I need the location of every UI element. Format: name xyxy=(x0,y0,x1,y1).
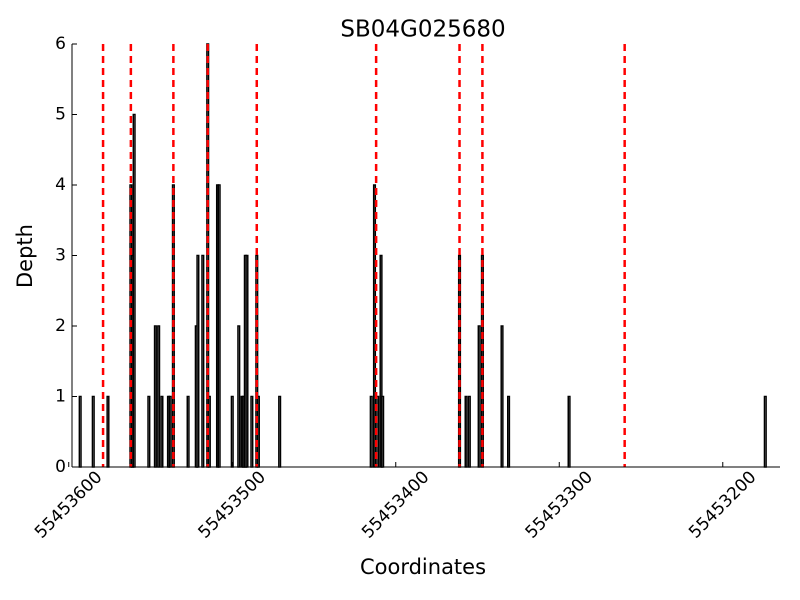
bar xyxy=(153,325,157,468)
bar xyxy=(763,395,767,468)
bar xyxy=(230,395,234,468)
y-tick-label: 2 xyxy=(55,316,66,336)
bar xyxy=(250,395,254,468)
bar xyxy=(467,395,471,468)
bar xyxy=(157,325,161,468)
bar xyxy=(147,395,151,468)
x-tick-label: 55453500 xyxy=(195,467,270,542)
bar xyxy=(507,395,511,468)
bar xyxy=(106,395,110,468)
bar xyxy=(245,254,249,468)
bar xyxy=(132,113,136,468)
bar xyxy=(186,395,190,468)
x-tick-label: 55453300 xyxy=(522,467,597,542)
bar xyxy=(217,184,221,468)
x-tick-label: 55453200 xyxy=(685,467,760,542)
bar xyxy=(381,395,385,468)
x-axis-label: Coordinates xyxy=(360,555,486,579)
bar xyxy=(369,395,373,468)
bar xyxy=(477,325,481,468)
bar xyxy=(500,325,504,468)
x-tick-label: 55453600 xyxy=(31,467,106,542)
bar xyxy=(168,395,172,468)
bar xyxy=(196,254,200,468)
y-axis-label: Depth xyxy=(13,224,37,288)
bar xyxy=(278,395,282,468)
bar xyxy=(237,325,241,468)
y-tick-label: 0 xyxy=(55,457,66,477)
bar xyxy=(567,395,571,468)
y-tick-label: 5 xyxy=(55,105,66,125)
x-tick-label: 55453400 xyxy=(358,467,433,542)
chart-title: SB04G025680 xyxy=(340,17,505,43)
bar xyxy=(201,254,205,468)
y-tick-label: 6 xyxy=(55,34,66,54)
bar xyxy=(78,395,82,468)
bar xyxy=(160,395,164,468)
bar xyxy=(464,395,468,468)
y-tick-label: 4 xyxy=(55,175,66,195)
y-tick-label: 1 xyxy=(55,387,66,407)
bar xyxy=(91,395,95,468)
y-tick-label: 3 xyxy=(55,246,66,266)
